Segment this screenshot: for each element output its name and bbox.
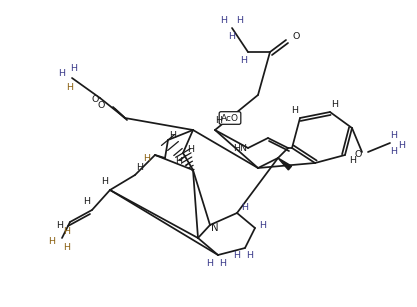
Text: H: H (221, 15, 228, 25)
Text: H: H (136, 162, 143, 172)
Text: H: H (229, 32, 236, 41)
Text: AcO: AcO (221, 114, 239, 122)
Text: H: H (390, 146, 397, 156)
Text: O: O (292, 32, 300, 41)
Text: H: H (246, 251, 254, 261)
Text: O: O (354, 150, 362, 158)
Text: N: N (211, 223, 219, 233)
Text: H: H (66, 83, 73, 91)
Text: H: H (48, 238, 55, 247)
Text: H: H (169, 130, 176, 139)
Text: H: H (234, 251, 241, 261)
Text: H: H (241, 56, 248, 64)
Text: H: H (216, 115, 223, 125)
Text: H: H (332, 99, 339, 108)
Text: O: O (97, 100, 105, 110)
Text: H: H (236, 15, 244, 25)
Text: H: H (143, 154, 151, 162)
Text: H: H (188, 145, 194, 154)
Text: H: H (206, 258, 214, 267)
Text: H: H (241, 204, 249, 212)
Text: HN: HN (233, 143, 247, 153)
Text: H: H (349, 156, 357, 165)
Text: H: H (83, 197, 90, 207)
Text: H: H (390, 130, 397, 139)
Text: H: H (101, 177, 108, 186)
Text: H: H (291, 106, 299, 115)
Text: H: H (63, 227, 70, 236)
Text: H: H (399, 141, 405, 150)
Text: H: H (70, 64, 78, 72)
Text: H: H (176, 157, 183, 165)
Text: H: H (58, 68, 65, 77)
Text: H: H (56, 220, 63, 230)
Text: H: H (219, 258, 226, 267)
Text: H: H (63, 243, 70, 252)
Polygon shape (278, 158, 291, 170)
Text: O: O (91, 95, 99, 103)
Text: H: H (259, 221, 266, 231)
